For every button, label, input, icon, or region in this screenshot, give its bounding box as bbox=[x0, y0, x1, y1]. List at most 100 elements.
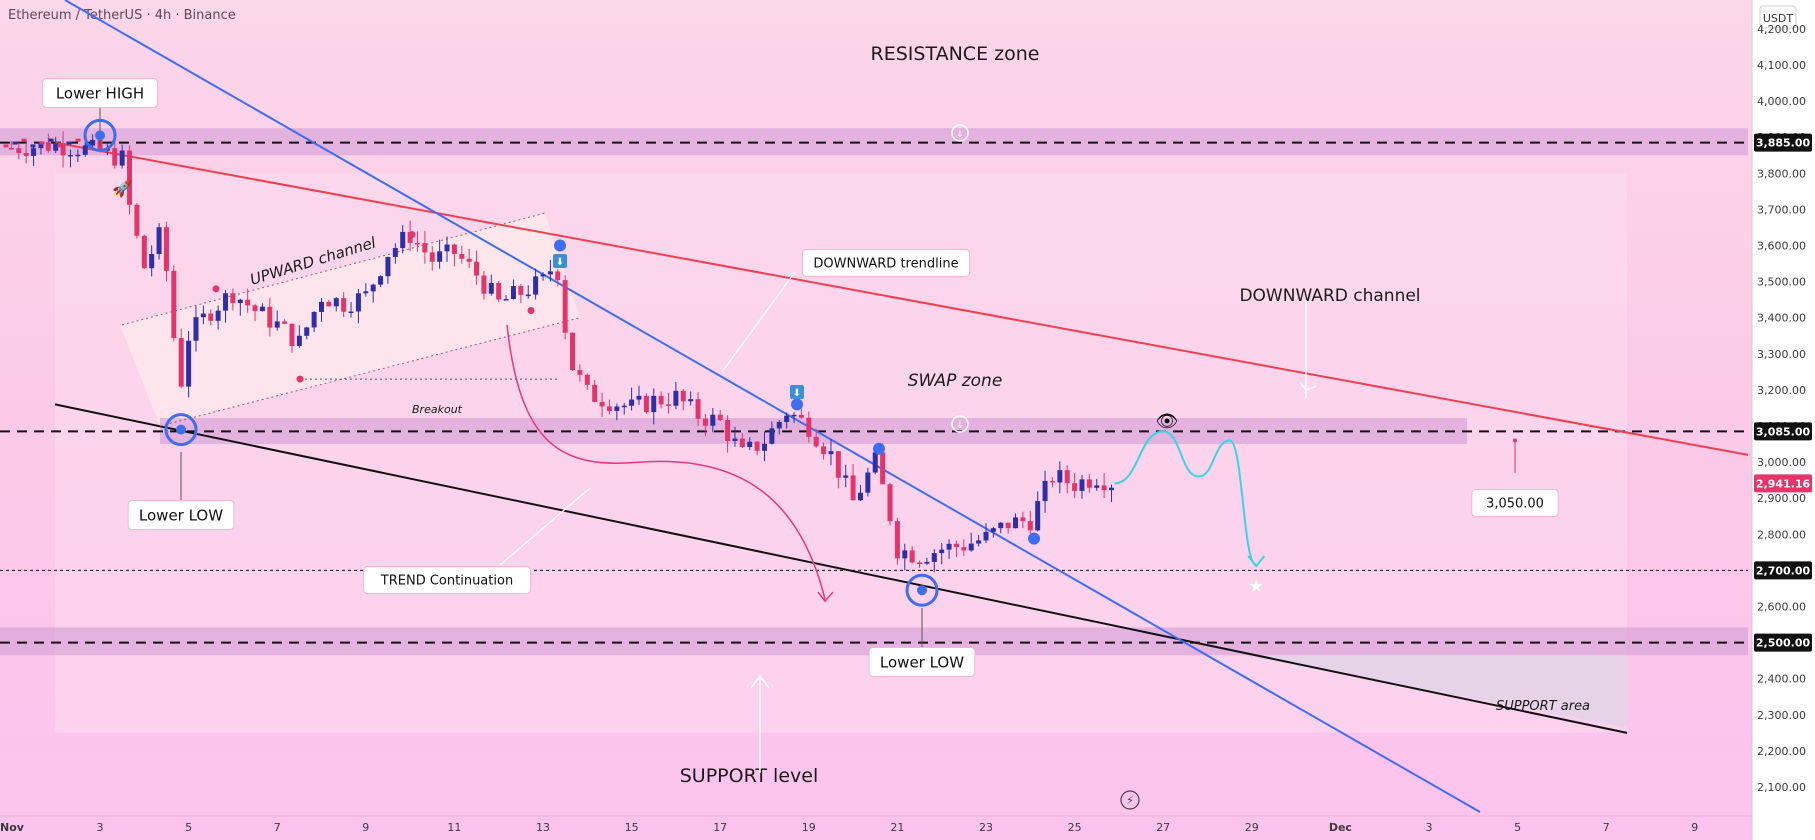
candle-up[interactable] bbox=[857, 492, 863, 501]
candle-down[interactable] bbox=[112, 148, 118, 166]
candle-up[interactable] bbox=[636, 395, 642, 400]
candle-up[interactable] bbox=[828, 451, 834, 455]
candle-down[interactable] bbox=[60, 143, 66, 156]
candle-up[interactable] bbox=[38, 142, 44, 149]
candle-down[interactable] bbox=[422, 243, 428, 253]
candle-up[interactable] bbox=[67, 155, 73, 157]
candle-down[interactable] bbox=[208, 313, 214, 321]
candle-down[interactable] bbox=[282, 321, 288, 324]
candle-up[interactable] bbox=[1057, 470, 1063, 483]
candle-up[interactable] bbox=[82, 145, 88, 155]
candle-up[interactable] bbox=[784, 415, 790, 422]
candle-down[interactable] bbox=[1049, 480, 1055, 483]
candle-early[interactable] bbox=[30, 144, 36, 148]
candle-down[interactable] bbox=[1072, 483, 1078, 491]
target-price-label-box[interactable] bbox=[1471, 489, 1559, 517]
candle-up[interactable] bbox=[348, 311, 354, 314]
candle-up[interactable] bbox=[437, 251, 443, 262]
candle-down[interactable] bbox=[451, 244, 457, 255]
candle-early[interactable] bbox=[21, 138, 27, 142]
candle-down[interactable] bbox=[230, 293, 236, 304]
candle-down[interactable] bbox=[1005, 522, 1011, 529]
candle-down[interactable] bbox=[917, 562, 923, 564]
candle-early[interactable] bbox=[57, 144, 63, 148]
candle-up[interactable] bbox=[193, 317, 199, 341]
candle-up[interactable] bbox=[651, 395, 657, 413]
candle-down[interactable] bbox=[717, 414, 723, 421]
candle-up[interactable] bbox=[1035, 501, 1041, 531]
candle-down[interactable] bbox=[850, 475, 856, 501]
candle-down[interactable] bbox=[341, 298, 347, 312]
candle-up[interactable] bbox=[311, 311, 317, 328]
candle-down[interactable] bbox=[289, 323, 295, 347]
candle-up[interactable] bbox=[149, 254, 155, 269]
candle-down[interactable] bbox=[474, 261, 480, 276]
candle-up[interactable] bbox=[392, 248, 398, 257]
candle-down[interactable] bbox=[141, 235, 147, 269]
pivot-circle-marker[interactable] bbox=[83, 118, 117, 152]
candle-up[interactable] bbox=[747, 441, 753, 447]
candle-down[interactable] bbox=[1020, 517, 1026, 522]
candle-up[interactable] bbox=[688, 399, 694, 402]
candle-down[interactable] bbox=[961, 547, 967, 551]
lower-low-1-label-box[interactable] bbox=[127, 500, 235, 530]
candle-up[interactable] bbox=[998, 522, 1004, 529]
candle-up[interactable] bbox=[1013, 517, 1019, 529]
candle-early[interactable] bbox=[12, 141, 18, 145]
candle-down[interactable] bbox=[606, 406, 612, 411]
candle-down[interactable] bbox=[806, 417, 812, 437]
candle-up[interactable] bbox=[791, 414, 797, 417]
candle-early[interactable] bbox=[84, 144, 90, 148]
currency-box[interactable] bbox=[1759, 5, 1797, 29]
candle-down[interactable] bbox=[1027, 521, 1033, 531]
candle-down[interactable] bbox=[496, 283, 502, 300]
candle-down[interactable] bbox=[562, 280, 568, 333]
pivot-circle-marker[interactable] bbox=[164, 413, 198, 447]
candle-down[interactable] bbox=[163, 227, 169, 271]
candle-up[interactable] bbox=[503, 299, 509, 301]
candle-up[interactable] bbox=[533, 276, 539, 295]
candle-down[interactable] bbox=[953, 543, 959, 548]
candle-down[interactable] bbox=[754, 441, 760, 451]
candle-down[interactable] bbox=[1101, 485, 1107, 491]
candle-up[interactable] bbox=[776, 421, 782, 429]
candle-up[interactable] bbox=[673, 390, 679, 406]
candle-down[interactable] bbox=[584, 374, 590, 385]
candle-up[interactable] bbox=[1094, 485, 1100, 488]
candle-down[interactable] bbox=[481, 275, 487, 294]
candle-up[interactable] bbox=[1109, 487, 1115, 491]
candle-up[interactable] bbox=[444, 244, 450, 252]
candle-down[interactable] bbox=[23, 152, 29, 156]
candle-up[interactable] bbox=[629, 399, 635, 406]
candle-up[interactable] bbox=[983, 531, 989, 541]
candle-down[interactable] bbox=[326, 301, 332, 307]
candle-up[interactable] bbox=[215, 310, 221, 321]
candle-down[interactable] bbox=[466, 258, 472, 262]
candle-down[interactable] bbox=[518, 286, 524, 295]
candle-up[interactable] bbox=[31, 148, 37, 156]
projection-path[interactable] bbox=[1114, 430, 1257, 566]
candle-up[interactable] bbox=[540, 274, 546, 277]
candle-up[interactable] bbox=[1042, 480, 1048, 502]
candle-down[interactable] bbox=[45, 142, 51, 151]
candle-down[interactable] bbox=[8, 148, 14, 150]
candle-up[interactable] bbox=[400, 231, 406, 249]
candle-down[interactable] bbox=[666, 404, 672, 406]
candle-up[interactable] bbox=[75, 154, 81, 157]
candle-up[interactable] bbox=[355, 293, 361, 312]
candle-down[interactable] bbox=[127, 150, 133, 205]
upward-channel-lower-line[interactable] bbox=[159, 317, 581, 427]
candle-down[interactable] bbox=[695, 399, 701, 419]
candle-up[interactable] bbox=[939, 549, 945, 554]
candle-up[interactable] bbox=[614, 406, 620, 411]
candle-down[interactable] bbox=[813, 436, 819, 447]
candle-up[interactable] bbox=[223, 293, 229, 311]
candle-down[interactable] bbox=[16, 148, 22, 153]
candle-down[interactable] bbox=[252, 305, 258, 312]
candle-up[interactable] bbox=[296, 335, 302, 347]
candle-down[interactable] bbox=[798, 414, 804, 418]
candle-down[interactable] bbox=[414, 242, 420, 245]
candle-down[interactable] bbox=[1086, 479, 1092, 488]
candle-up[interactable] bbox=[872, 452, 878, 473]
